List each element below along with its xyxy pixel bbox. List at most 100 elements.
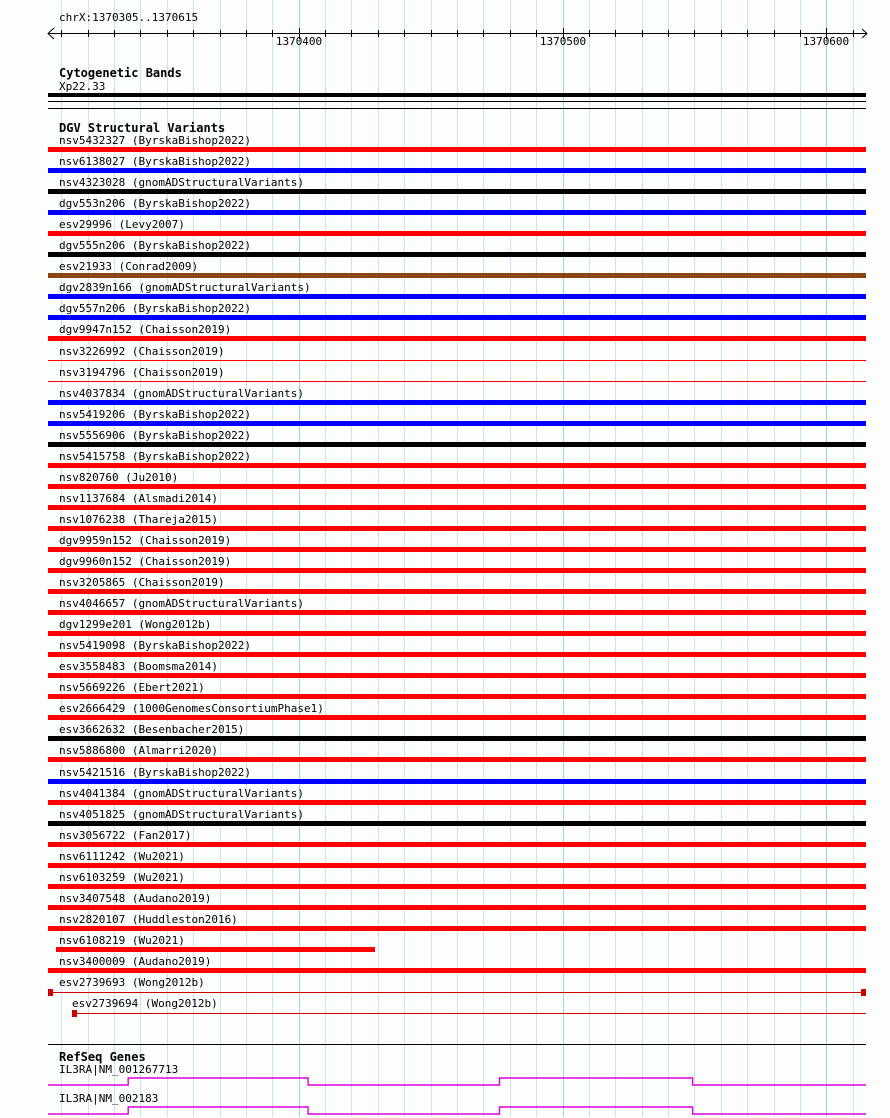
- variant-track-label: nsv2820107 (Huddleston2016): [59, 913, 238, 926]
- variant-track-label: dgv2839n166 (gnomADStructuralVariants): [59, 281, 311, 294]
- variant-bar[interactable]: [48, 842, 866, 847]
- variant-track-label: nsv5415758 (ByrskaBishop2022): [59, 450, 252, 463]
- ruler-tick-minor: [140, 30, 141, 37]
- ruler-tick-minor: [88, 30, 89, 37]
- variant-bar[interactable]: [48, 673, 866, 678]
- variant-bar[interactable]: [48, 884, 866, 889]
- variant-bar[interactable]: [48, 336, 866, 341]
- ruler-tick-minor: [246, 30, 247, 37]
- variant-track-label: nsv4051825 (gnomADStructuralVariants): [59, 808, 305, 821]
- variant-bar[interactable]: [48, 547, 866, 552]
- variant-track-label: nsv5419098 (ByrskaBishop2022): [59, 639, 252, 652]
- variant-line[interactable]: [48, 992, 866, 993]
- cytoband-bar[interactable]: [48, 93, 866, 97]
- variant-track-label: nsv5556906 (ByrskaBishop2022): [59, 429, 252, 442]
- variant-bar[interactable]: [48, 231, 866, 236]
- variant-start-cap[interactable]: [48, 989, 53, 996]
- variant-track-label: dgv557n206 (ByrskaBishop2022): [59, 302, 252, 315]
- variant-track-label: esv3662632 (Besenbacher2015): [59, 723, 245, 736]
- variant-bar[interactable]: [48, 631, 866, 636]
- variant-bar[interactable]: [48, 821, 866, 826]
- variant-track-label: dgv9960n152 (Chaisson2019): [59, 555, 232, 568]
- ruler-tick-minor: [61, 30, 62, 37]
- section-separator: [48, 101, 866, 102]
- variant-bar[interactable]: [48, 315, 866, 320]
- variant-line[interactable]: [48, 381, 866, 382]
- variant-bar[interactable]: [48, 757, 866, 762]
- variant-track-label: nsv6108219 (Wu2021): [59, 934, 185, 947]
- variant-bar[interactable]: [48, 484, 866, 489]
- variant-bar[interactable]: [48, 421, 866, 426]
- variant-start-cap[interactable]: [72, 1010, 77, 1017]
- variant-line[interactable]: [72, 1013, 866, 1014]
- variant-bar[interactable]: [48, 210, 866, 215]
- variant-bar[interactable]: [48, 779, 866, 784]
- variant-bar[interactable]: [48, 568, 866, 573]
- ruler-tick-minor: [721, 30, 722, 37]
- variant-bar[interactable]: [48, 400, 866, 405]
- variant-track-label: esv21933 (Conrad2009): [59, 260, 199, 273]
- variant-bar[interactable]: [48, 273, 866, 278]
- cytoband-label: Xp22.33: [59, 80, 106, 93]
- ruler-tick-minor: [800, 30, 801, 37]
- variant-bar[interactable]: [48, 168, 866, 173]
- variant-track-label: nsv4041384 (gnomADStructuralVariants): [59, 787, 305, 800]
- variant-bar[interactable]: [48, 610, 866, 615]
- variant-bar[interactable]: [48, 294, 866, 299]
- locus-label: chrX:1370305..1370615: [59, 11, 199, 24]
- arrow-right-icon[interactable]: [858, 27, 868, 40]
- section-title-refseq-genes: RefSeq Genes: [59, 1050, 146, 1064]
- ruler-tick-major: [563, 28, 564, 39]
- ruler-tick-label: 1370400: [275, 35, 323, 48]
- ruler-tick-minor: [193, 30, 194, 37]
- variant-line[interactable]: [48, 360, 866, 361]
- variant-track-label: nsv3407548 (Audano2019): [59, 892, 212, 905]
- variant-bar[interactable]: [48, 147, 866, 152]
- ruler-tick-minor: [536, 30, 537, 37]
- variant-track-label: nsv820760 (Ju2010): [59, 471, 179, 484]
- ruler-tick-minor: [853, 30, 854, 37]
- variant-bar[interactable]: [48, 652, 866, 657]
- variant-track-label: dgv555n206 (ByrskaBishop2022): [59, 239, 252, 252]
- variant-end-cap[interactable]: [861, 989, 866, 996]
- variant-track-label: esv2739693 (Wong2012b): [59, 976, 205, 989]
- ruler-tick-minor: [589, 30, 590, 37]
- variant-track-label: dgv1299e201 (Wong2012b): [59, 618, 212, 631]
- gene-track-label: IL3RA|NM_001267713: [59, 1063, 179, 1076]
- variant-bar[interactable]: [48, 505, 866, 510]
- ruler-tick-minor: [431, 30, 432, 37]
- gene-model[interactable]: [48, 1104, 866, 1118]
- variant-bar[interactable]: [48, 694, 866, 699]
- variant-bar[interactable]: [48, 463, 866, 468]
- variant-bar[interactable]: [48, 252, 866, 257]
- variant-track-label: esv2666429 (1000GenomesConsortiumPhase1): [59, 702, 324, 715]
- variant-bar[interactable]: [56, 947, 375, 952]
- ruler-tick-minor: [615, 30, 616, 37]
- variant-track-label: nsv3056722 (Fan2017): [59, 829, 192, 842]
- variant-bar[interactable]: [48, 526, 866, 531]
- ruler-tick-major: [299, 28, 300, 39]
- variant-track-label: esv3558483 (Boomsma2014): [59, 660, 218, 673]
- variant-track-label: esv2739694 (Wong2012b): [72, 997, 218, 1010]
- variant-bar[interactable]: [48, 189, 866, 194]
- variant-bar[interactable]: [48, 715, 866, 720]
- arrow-left-icon[interactable]: [47, 27, 55, 40]
- variant-bar[interactable]: [48, 442, 866, 447]
- gene-model[interactable]: [48, 1075, 866, 1089]
- variant-bar[interactable]: [48, 800, 866, 805]
- variant-bar[interactable]: [48, 863, 866, 868]
- ruler-tick-minor: [774, 30, 775, 37]
- variant-bar[interactable]: [48, 968, 866, 973]
- section-title-dgv-structural-variants: DGV Structural Variants: [59, 121, 226, 135]
- variant-track-label: nsv5669226 (Ebert2021): [59, 681, 205, 694]
- variant-track-label: nsv3226992 (Chaisson2019): [59, 345, 225, 358]
- ruler-tick-minor: [747, 30, 748, 37]
- variant-bar[interactable]: [48, 905, 866, 910]
- variant-track-label: nsv5886800 (Almarri2020): [59, 744, 218, 757]
- variant-track-label: dgv9959n152 (Chaisson2019): [59, 534, 232, 547]
- variant-bar[interactable]: [48, 736, 866, 741]
- variant-bar[interactable]: [48, 926, 866, 931]
- variant-bar[interactable]: [48, 589, 866, 594]
